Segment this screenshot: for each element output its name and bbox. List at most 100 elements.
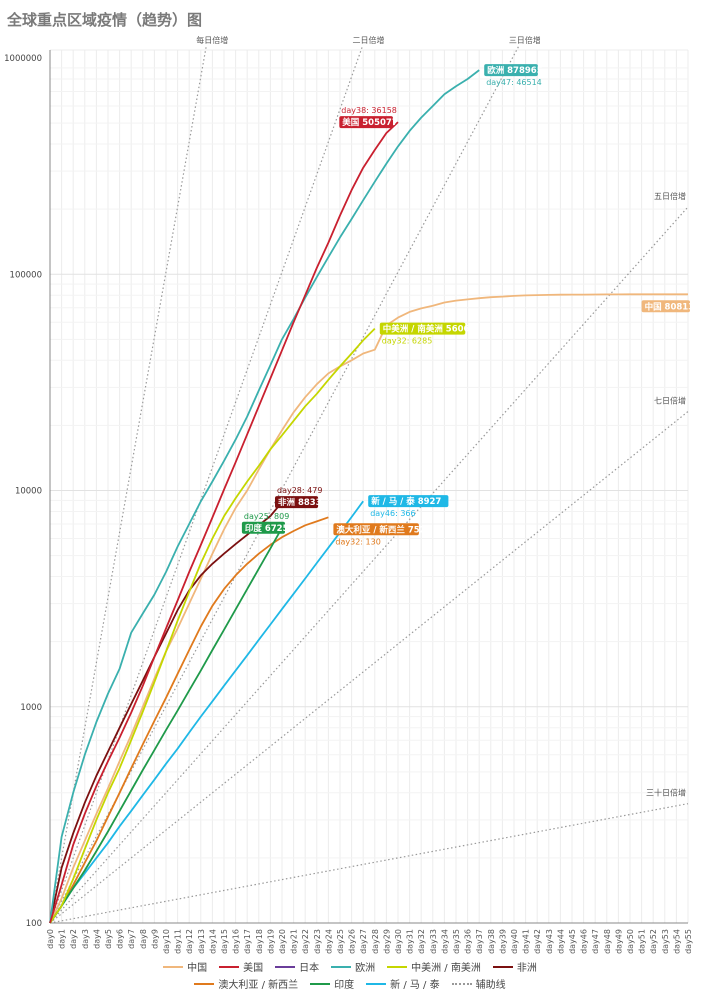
x-tick-label: day24 bbox=[324, 929, 333, 954]
x-tick-label: day27 bbox=[359, 929, 368, 954]
x-tick-label: day10 bbox=[162, 929, 171, 954]
legend-label: 辅助线 bbox=[475, 980, 506, 991]
x-tick-label: day19 bbox=[266, 929, 275, 954]
x-tick-label: day36 bbox=[464, 929, 473, 954]
legend-label: 非洲 bbox=[516, 963, 537, 974]
legend-item-japan[interactable]: 日本 bbox=[275, 959, 319, 974]
series-start-note: day38: 36158 bbox=[341, 106, 397, 115]
end-labels: 中国 80813 美国 505077 day38: 36158 欧洲 878965 da… bbox=[241, 64, 694, 546]
series-line bbox=[49, 501, 283, 924]
reference-line bbox=[49, 803, 689, 924]
series-end-label-box bbox=[339, 116, 393, 129]
x-tick-label: day51 bbox=[638, 929, 647, 954]
x-tick-label: day50 bbox=[626, 929, 635, 954]
x-tick-label: day20 bbox=[278, 929, 287, 954]
x-tick-label: day11 bbox=[174, 929, 183, 954]
x-tick-label: day23 bbox=[313, 929, 322, 954]
legend-swatch bbox=[331, 965, 352, 968]
legend-label: 中美洲 / 南美洲 bbox=[411, 963, 481, 974]
legend-item-africa[interactable]: 非洲 bbox=[492, 959, 537, 974]
x-tick-label: day0 bbox=[46, 929, 55, 949]
x-tick-label: day40 bbox=[510, 929, 519, 954]
legend-label: 美国 bbox=[243, 963, 264, 974]
series-end-label: 印度 6725 bbox=[245, 523, 289, 534]
x-tick-label: day6 bbox=[116, 929, 125, 949]
legend-swatch bbox=[387, 965, 408, 968]
y-tick-label: 100000 bbox=[10, 270, 42, 280]
x-tick-label: day12 bbox=[185, 929, 194, 954]
x-tick-label: day33 bbox=[429, 929, 438, 954]
series-line bbox=[49, 500, 364, 924]
legend-item-usa[interactable]: 美国 bbox=[219, 959, 263, 974]
legend-label: 印度 bbox=[334, 980, 355, 991]
x-tick-label: day35 bbox=[452, 929, 461, 954]
reference-line bbox=[49, 206, 689, 924]
series-line bbox=[49, 293, 688, 924]
legend-swatch bbox=[163, 965, 184, 968]
legend-item-latam[interactable]: 中美洲 / 南美洲 bbox=[387, 959, 481, 974]
series-end-label-box bbox=[275, 496, 319, 509]
x-tick-label: day5 bbox=[104, 929, 113, 949]
legend-item-europe[interactable]: 欧洲 bbox=[331, 959, 375, 974]
legend-label: 澳大利亚 / 新西兰 bbox=[218, 980, 299, 991]
x-tick-label: day39 bbox=[498, 929, 507, 954]
legend-swatch bbox=[219, 965, 240, 968]
series-start-note: day47: 46514 bbox=[486, 78, 542, 87]
series-start-note: day28: 479 bbox=[277, 486, 322, 495]
x-tick-label: day53 bbox=[661, 929, 670, 954]
x-tick-label: day54 bbox=[672, 929, 681, 954]
legend-item-india[interactable]: 印度 bbox=[310, 976, 354, 991]
legend-swatch bbox=[310, 982, 331, 985]
legend-item-helper-line[interactable]: 辅助线 bbox=[451, 976, 506, 991]
legend-item-sg-my-th[interactable]: 新 / 马 / 泰 bbox=[366, 976, 440, 991]
x-tick-label: day47 bbox=[591, 929, 600, 954]
series-end-label: 美国 505077 bbox=[342, 117, 398, 128]
series-start-note: day32: 130 bbox=[335, 537, 380, 546]
reference-line-label: 五日倍增 bbox=[654, 191, 686, 201]
series-end-label: 澳大利亚 / 新西兰 7521 bbox=[336, 524, 431, 535]
series-end-label-box bbox=[379, 322, 466, 335]
x-tick-label: day13 bbox=[197, 929, 206, 954]
x-tick-label: day41 bbox=[522, 929, 531, 954]
x-tick-label: day7 bbox=[127, 929, 136, 949]
x-tick-label: day46 bbox=[580, 929, 589, 954]
reference-line bbox=[49, 45, 520, 924]
reference-line-label: 二日倍增 bbox=[353, 35, 385, 45]
reference-line-label: 每日倍增 bbox=[196, 35, 228, 45]
reference-line bbox=[49, 45, 207, 924]
legend-item-aus-nz[interactable]: 澳大利亚 / 新西兰 bbox=[194, 976, 298, 991]
y-tick-label: 1000 bbox=[20, 703, 42, 713]
series-start-note: day25: 809 bbox=[244, 512, 289, 521]
reference-line-label: 七日倍增 bbox=[654, 396, 686, 406]
series-lines bbox=[49, 69, 688, 924]
x-tick-label: day21 bbox=[290, 929, 299, 954]
x-tick-label: day16 bbox=[232, 929, 241, 954]
legend-item-china[interactable]: 中国 bbox=[163, 959, 207, 974]
series-end-label: 非洲 8833 bbox=[278, 497, 322, 508]
legend-swatch bbox=[366, 982, 387, 985]
series-end-label: 中美洲 / 南美洲 56062 bbox=[383, 324, 476, 335]
series-line bbox=[49, 69, 480, 924]
legend-label: 中国 bbox=[187, 963, 208, 974]
x-tick-label: day49 bbox=[614, 929, 623, 954]
series-end-label: 欧洲 878965 bbox=[487, 65, 543, 76]
series-end-label-box bbox=[641, 300, 690, 313]
x-tick-label: day32 bbox=[417, 929, 426, 954]
series-line bbox=[49, 121, 399, 924]
x-tick-label: day44 bbox=[556, 929, 565, 954]
series-end-label: 新 / 马 / 泰 8927 bbox=[371, 496, 441, 507]
x-tick-label: day8 bbox=[139, 929, 148, 949]
legend-swatch bbox=[275, 965, 296, 968]
reference-line bbox=[49, 411, 689, 924]
x-tick-label: day55 bbox=[684, 929, 693, 954]
legend-label: 欧洲 bbox=[355, 963, 376, 974]
y-tick-label: 100 bbox=[26, 919, 42, 929]
x-tick-label: day26 bbox=[348, 929, 357, 954]
legend: 中国 美国 日本 欧洲 中美洲 / 南美洲 非洲 澳大利亚 / 新西兰 印度 新… bbox=[120, 958, 580, 992]
x-tick-label: day52 bbox=[649, 929, 658, 954]
series-start-note: day46: 366 bbox=[370, 509, 415, 518]
series-end-label-box bbox=[333, 523, 419, 536]
series-line bbox=[49, 516, 329, 924]
legend-row-1: 中国 美国 日本 欧洲 中美洲 / 南美洲 非洲 bbox=[120, 958, 580, 975]
